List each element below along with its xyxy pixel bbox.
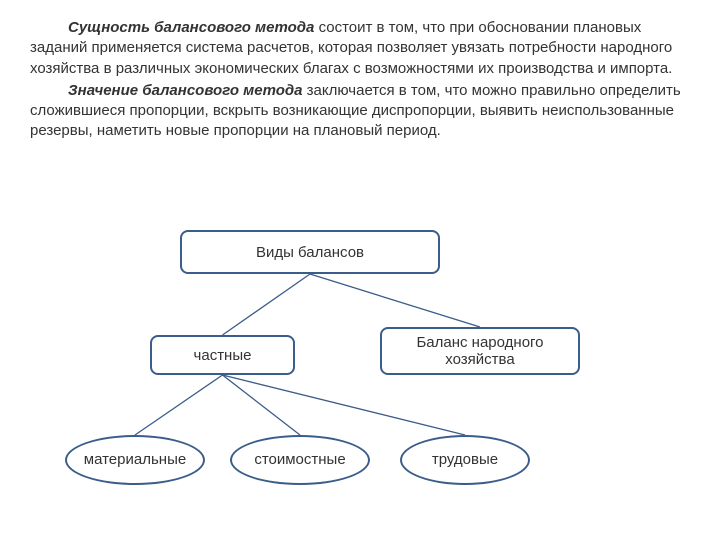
- text-block: Сущность балансового метода состоит в то…: [0, 0, 720, 142]
- node-root: Виды балансов: [180, 230, 440, 274]
- para1-emphasis: Сущность балансового метода: [68, 19, 314, 36]
- paragraph-2: Значение балансового метода заключается …: [30, 81, 690, 142]
- node-priv-label: частные: [194, 347, 252, 364]
- node-nat-label: Баланс народного хозяйства: [390, 334, 570, 368]
- node-nat: Баланс народного хозяйства: [380, 327, 580, 375]
- para2-emphasis: Значение балансового метода: [68, 82, 303, 99]
- node-root-label: Виды балансов: [256, 244, 364, 261]
- edge-root-priv: [223, 274, 311, 335]
- paragraph-1: Сущность балансового метода состоит в то…: [30, 18, 690, 79]
- node-priv: частные: [150, 335, 295, 375]
- node-labor-label: трудовые: [432, 451, 498, 468]
- edge-priv-mat: [135, 375, 223, 435]
- node-cost-label: стоимостные: [254, 451, 345, 468]
- edge-root-nat: [310, 274, 480, 327]
- node-mat-label: материальные: [84, 451, 186, 468]
- node-mat: материальные: [65, 435, 205, 485]
- diagram-container: Виды балансов частные Баланс народного хоз…: [0, 225, 720, 540]
- edge-priv-labor: [223, 375, 466, 435]
- node-cost: стоимостные: [230, 435, 370, 485]
- node-labor: трудовые: [400, 435, 530, 485]
